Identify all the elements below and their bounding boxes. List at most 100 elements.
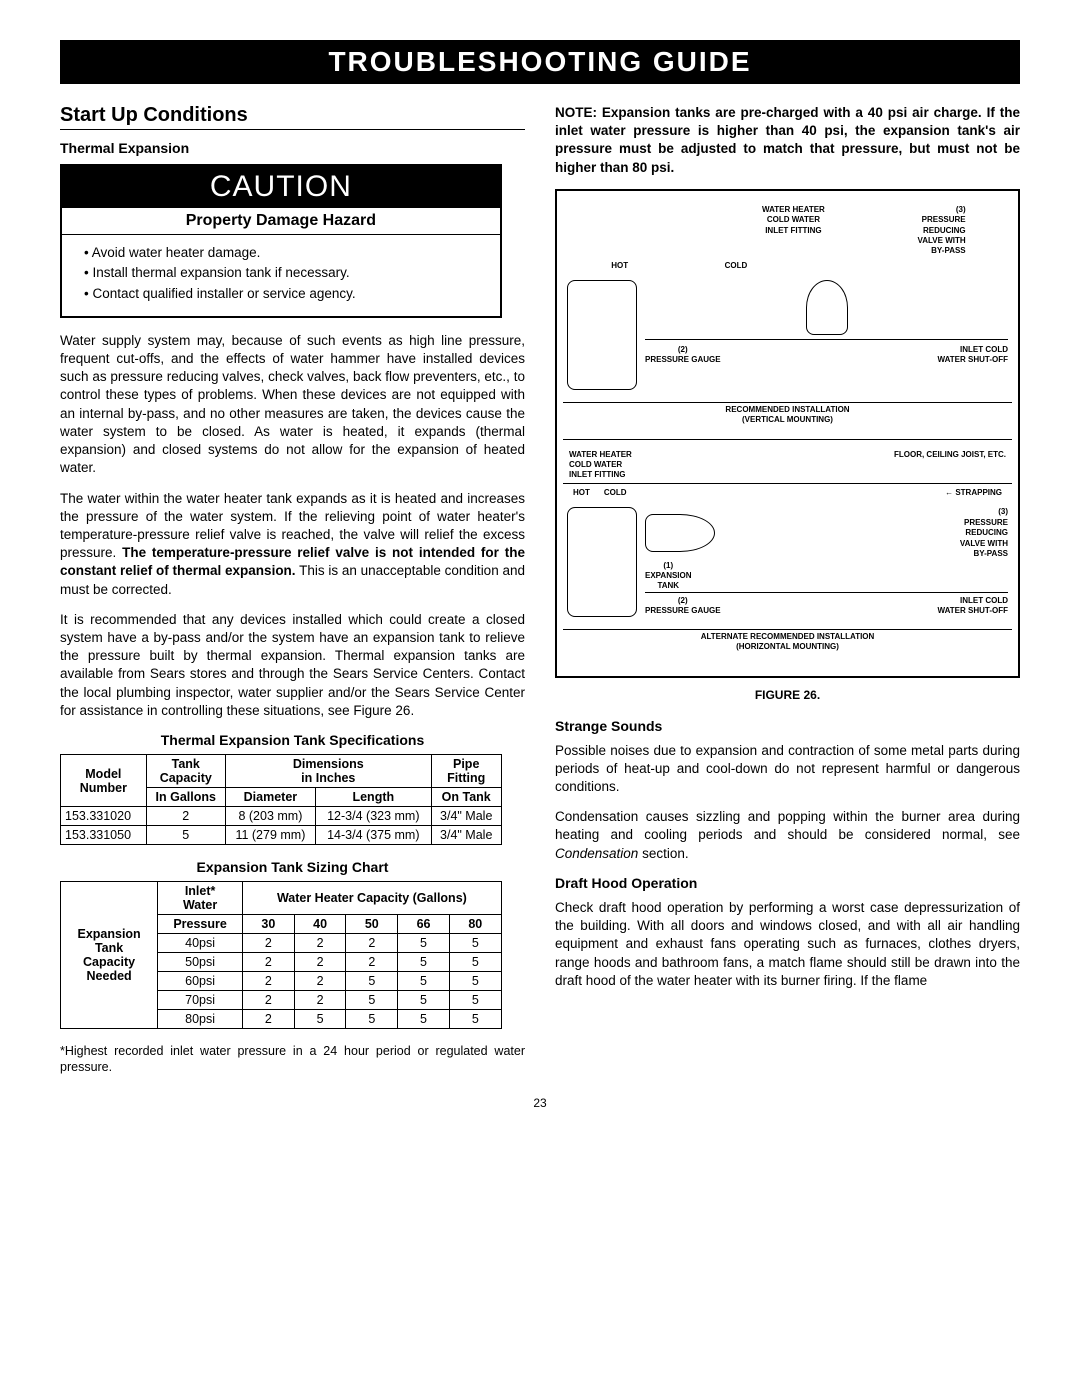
- td: 8 (203 mm): [225, 807, 315, 826]
- body-paragraph: Water supply system may, because of such…: [60, 332, 525, 478]
- label: (2) PRESSURE GAUGE: [645, 596, 721, 615]
- td: 2: [346, 934, 398, 953]
- page-banner: TROUBLESHOOTING GUIDE: [60, 40, 1020, 84]
- label: PRESSURE: [922, 215, 966, 224]
- label-cold: COLD: [725, 261, 748, 271]
- heater-icon: [567, 507, 637, 617]
- expansion-tank-icon: [806, 280, 848, 335]
- subhead-thermal: Thermal Expansion: [60, 140, 525, 156]
- rec-label: ALTERNATE RECOMMENDED INSTALLATION (HORI…: [563, 629, 1012, 651]
- th: Model: [85, 767, 121, 781]
- label: (2) PRESSURE GAUGE: [645, 345, 721, 364]
- spec-table-title: Thermal Expansion Tank Specifications: [60, 732, 525, 748]
- rec-label: RECOMMENDED INSTALLATION (VERTICAL MOUNT…: [563, 402, 1012, 424]
- td: 5: [398, 972, 450, 991]
- td: 2: [243, 972, 295, 991]
- th: 50: [346, 915, 398, 934]
- label: REDUCING: [923, 226, 966, 235]
- label: INLET FITTING: [765, 226, 821, 235]
- label: INLET COLD WATER SHUT-OFF: [937, 596, 1008, 615]
- caution-body: Avoid water heater damage. Install therm…: [62, 235, 500, 316]
- label: COLD WATER: [569, 460, 622, 469]
- label: (3): [956, 205, 966, 214]
- th: Inlet*: [185, 884, 216, 898]
- label: INLET FITTING: [569, 470, 625, 479]
- td: 5: [449, 934, 501, 953]
- td: 12-3/4 (323 mm): [315, 807, 431, 826]
- label-hot: HOT: [611, 261, 628, 271]
- td: 50psi: [158, 953, 243, 972]
- td: 2: [243, 934, 295, 953]
- spec-table: ModelNumber TankCapacity Dimensionsin In…: [60, 754, 502, 845]
- body-paragraph: Check draft hood operation by performing…: [555, 899, 1020, 990]
- caution-bullet: Avoid water heater damage.: [84, 243, 486, 263]
- subhead-strange: Strange Sounds: [555, 718, 1020, 734]
- td: 5: [449, 1010, 501, 1029]
- td: 3/4" Male: [431, 807, 501, 826]
- th: On Tank: [431, 788, 501, 807]
- label: (3): [998, 507, 1008, 516]
- section-title: Start Up Conditions: [60, 104, 525, 130]
- sizing-table-title: Expansion Tank Sizing Chart: [60, 859, 525, 875]
- th: 80: [449, 915, 501, 934]
- label: VALVE WITH: [917, 236, 965, 245]
- label: BY-PASS: [973, 549, 1008, 558]
- subhead-draft: Draft Hood Operation: [555, 875, 1020, 891]
- th: Tank: [95, 941, 123, 955]
- td: 5: [449, 991, 501, 1010]
- td: 80psi: [158, 1010, 243, 1029]
- label: WATER HEATER: [569, 450, 632, 459]
- th: Pipe: [453, 757, 479, 771]
- td: 2: [243, 991, 295, 1010]
- body-paragraph: Condensation causes sizzling and popping…: [555, 808, 1020, 863]
- text: section.: [638, 846, 688, 861]
- td: 60psi: [158, 972, 243, 991]
- td: 3/4" Male: [431, 826, 501, 845]
- figure-box: WATER HEATER COLD WATER INLET FITTING (3…: [555, 189, 1020, 678]
- table-row: 153.331050 5 11 (279 mm) 14-3/4 (375 mm)…: [61, 826, 502, 845]
- footnote: *Highest recorded inlet water pressure i…: [60, 1043, 525, 1076]
- td: 5: [346, 1010, 398, 1029]
- body-paragraph: It is recommended that any devices insta…: [60, 611, 525, 720]
- th: Needed: [87, 969, 132, 983]
- caution-bullet: Contact qualified installer or service a…: [84, 284, 486, 304]
- td: 2: [346, 953, 398, 972]
- td: 70psi: [158, 991, 243, 1010]
- label: WATER HEATER: [762, 205, 825, 214]
- td: 40psi: [158, 934, 243, 953]
- th: Capacity: [83, 955, 135, 969]
- td: 2: [294, 953, 346, 972]
- right-column: NOTE: Expansion tanks are pre-charged wi…: [555, 104, 1020, 1076]
- expansion-tank-icon: [645, 514, 715, 552]
- diagram-vertical: WATER HEATER COLD WATER INLET FITTING (3…: [563, 205, 1012, 425]
- label: INLET COLD WATER SHUT-OFF: [937, 345, 1008, 364]
- label: COLD WATER: [767, 215, 820, 224]
- heater-icon: [567, 280, 637, 390]
- td: 5: [146, 826, 225, 845]
- label: (1) EXPANSION TANK: [645, 561, 692, 590]
- td: 5: [398, 934, 450, 953]
- th: Expansion: [77, 927, 140, 941]
- caution-header: CAUTION: [62, 166, 500, 208]
- body-paragraph: The water within the water heater tank e…: [60, 490, 525, 599]
- page-number: 23: [60, 1096, 1020, 1110]
- th: 40: [294, 915, 346, 934]
- td: 5: [449, 953, 501, 972]
- td: 2: [294, 934, 346, 953]
- th: Tank: [172, 757, 200, 771]
- th: In Gallons: [146, 788, 225, 807]
- td: 5: [346, 972, 398, 991]
- td: 5: [346, 991, 398, 1010]
- td: 153.331050: [61, 826, 147, 845]
- label: STRAPPING: [955, 488, 1002, 497]
- label: REDUCING: [965, 528, 1008, 537]
- text: Condensation causes sizzling and popping…: [555, 809, 1020, 842]
- note-paragraph: NOTE: Expansion tanks are pre-charged wi…: [555, 104, 1020, 177]
- th: Length: [315, 788, 431, 807]
- figure-label: FIGURE 26.: [555, 688, 1020, 702]
- td: 11 (279 mm): [225, 826, 315, 845]
- th: Number: [80, 781, 127, 795]
- td: 5: [398, 1010, 450, 1029]
- th: Capacity: [160, 771, 212, 785]
- left-column: Start Up Conditions Thermal Expansion CA…: [60, 104, 525, 1076]
